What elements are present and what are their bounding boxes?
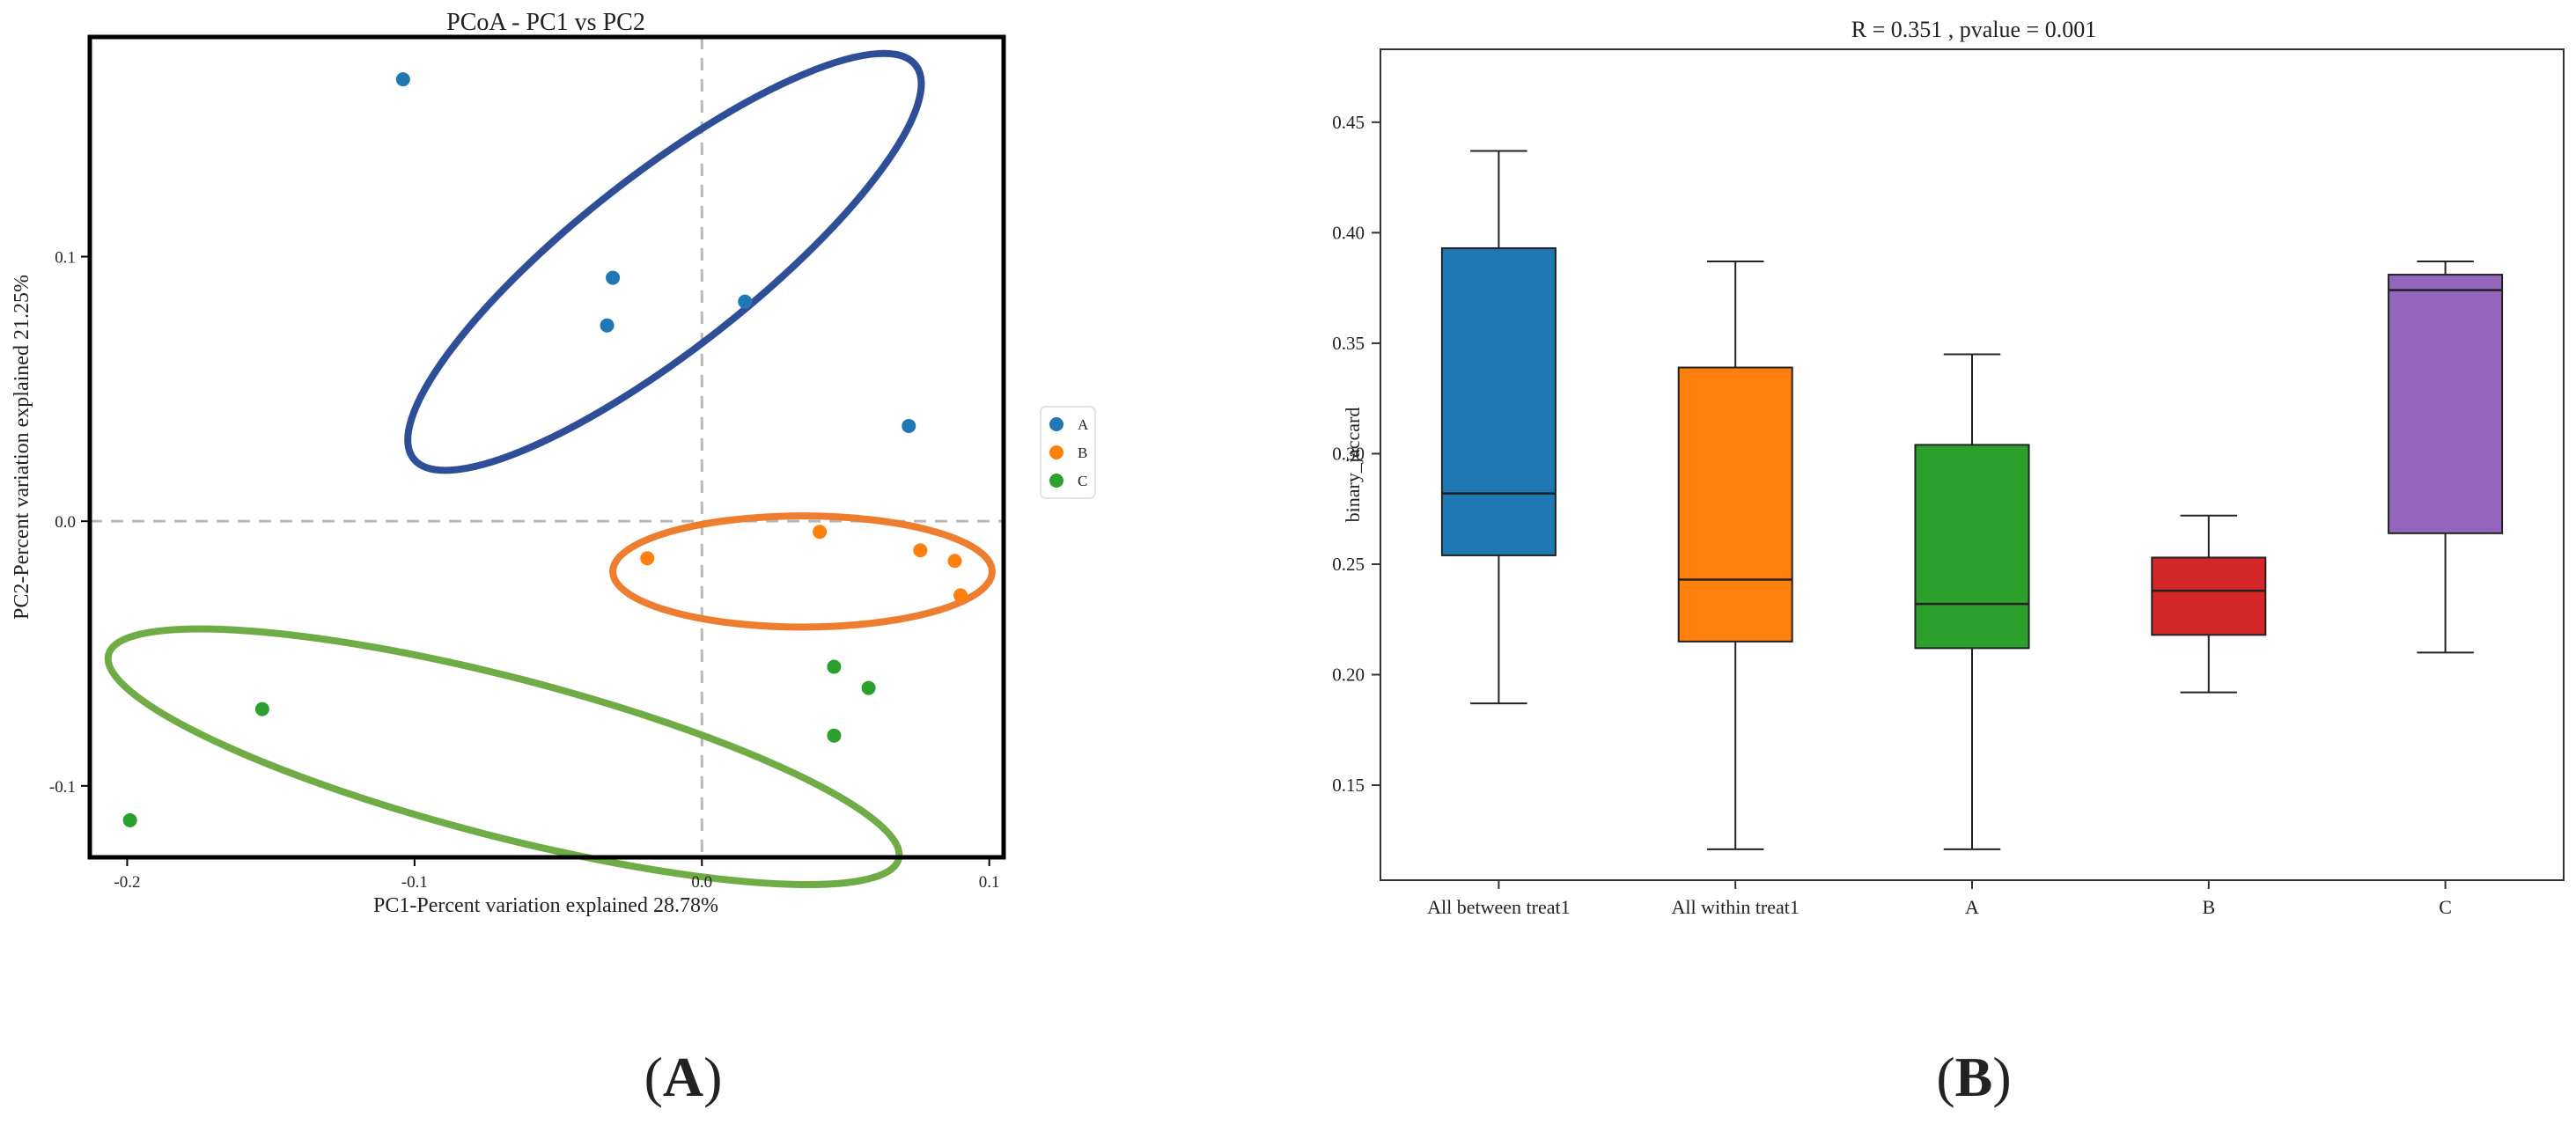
boxplot-title: R = 0.351 , pvalue = 0.001 <box>1851 17 2096 42</box>
panel-label-b: (B) <box>1936 1046 2011 1108</box>
boxplot-y-tick-label: 0.25 <box>1332 554 1365 575</box>
boxplot-x-ticks: All between treat1 All within treat1 A B C <box>1427 880 2452 918</box>
point-group-b-5 <box>953 588 968 603</box>
point-group-b-4 <box>947 554 962 569</box>
box-b <box>2151 514 2267 694</box>
panel-label-a-open: ( <box>644 1046 663 1108</box>
pcoa-title: PCoA - PC1 vs PC2 <box>446 9 645 36</box>
pcoa-y-tick-label: 0.0 <box>55 513 76 532</box>
pcoa-y-tick-label: 0.1 <box>55 249 76 268</box>
panel-label-b-close: ) <box>1992 1046 2011 1108</box>
pcoa-chart: PCoA - PC1 vs PC2 -0.2 -0.1 0.0 0.1 -0.1 0.0… <box>11 9 1096 917</box>
legend-marker-a <box>1049 417 1064 431</box>
point-group-a-3 <box>600 318 615 333</box>
pcoa-plot-frame <box>87 34 1006 860</box>
legend-label-c: C <box>1078 473 1087 489</box>
boxplot-y-tick-label: 0.30 <box>1332 443 1365 464</box>
boxplot-y-tick-label: 0.15 <box>1332 775 1365 796</box>
legend-label-a: A <box>1078 416 1089 433</box>
pcoa-legend: ABC <box>1040 406 1096 499</box>
panel-label-a-letter: A <box>663 1046 703 1108</box>
pcoa-reference-lines <box>90 37 1004 857</box>
point-group-a-2 <box>606 270 621 285</box>
boxplot-x-tick-label: C <box>2439 896 2452 918</box>
point-group-c-4 <box>861 680 876 695</box>
panel-label-b-letter: B <box>1955 1046 1993 1108</box>
panel-label-b-open: ( <box>1936 1046 1954 1108</box>
boxplot-boxes <box>1440 150 2504 850</box>
point-group-c-3 <box>827 659 842 674</box>
legend-label-b: B <box>1078 444 1087 461</box>
panel-label-a-close: ) <box>703 1046 722 1108</box>
boxplot-y-tick-label: 0.45 <box>1332 112 1365 133</box>
box-b-body <box>2151 556 2267 636</box>
point-group-b-1 <box>640 551 655 566</box>
point-group-a-5 <box>902 418 916 433</box>
box-all-within-treat1 <box>1677 261 1793 850</box>
boxplot-x-tick-label: All within treat1 <box>1671 896 1799 918</box>
boxplot-x-tick-label: All between treat1 <box>1427 896 1571 918</box>
ellipse-group-a <box>404 49 925 474</box>
boxplot-y-tick-label: 0.20 <box>1332 665 1365 686</box>
pcoa-x-axis-label: PC1-Percent variation explained 28.78% <box>373 894 718 917</box>
legend-marker-c <box>1049 474 1064 488</box>
box-a <box>1914 353 2030 850</box>
box-a-body <box>1914 444 2030 650</box>
pcoa-points <box>122 72 968 827</box>
pcoa-x-ticks: -0.2 -0.1 0.0 0.1 <box>114 857 1000 892</box>
box-c-body <box>2388 274 2504 534</box>
pcoa-x-tick-label: -0.2 <box>114 873 140 892</box>
boxplot-x-tick-label: A <box>1965 896 1979 918</box>
point-group-c-2 <box>254 702 269 716</box>
boxplot-y-tick-label: 0.40 <box>1332 222 1365 243</box>
boxplot-y-tick-label: 0.35 <box>1332 333 1365 354</box>
boxplot-y-axis-label: binary_jaccard <box>1342 408 1364 523</box>
boxplot-x-tick-label: B <box>2202 896 2215 918</box>
ellipse-group-c <box>104 625 903 888</box>
pcoa-x-tick-label: -0.1 <box>401 873 428 892</box>
point-group-b-2 <box>813 525 828 540</box>
panel-label-a: (A) <box>644 1046 723 1108</box>
point-group-c-5 <box>827 728 842 743</box>
box-all-between-treat1-body <box>1440 246 1557 556</box>
pcoa-ellipses <box>104 49 996 888</box>
pcoa-x-tick-label: 0.1 <box>979 873 1000 892</box>
point-group-a-1 <box>395 72 410 87</box>
point-group-c-1 <box>122 812 137 827</box>
pcoa-y-ticks: -0.1 0.0 0.1 <box>49 249 90 797</box>
pcoa-x-tick-label: 0.0 <box>691 873 712 892</box>
legend-marker-b <box>1049 445 1064 459</box>
pcoa-y-axis-label: PC2-Percent variation explained 21.25% <box>11 275 33 620</box>
ellipse-group-b <box>609 512 996 631</box>
box-c <box>2388 261 2504 654</box>
point-group-b-3 <box>913 543 928 558</box>
point-group-a-4 <box>738 294 753 309</box>
boxplot-chart: R = 0.351 , pvalue = 0.001 0.150.200.250… <box>1332 17 2565 918</box>
box-all-within-treat1-body <box>1677 366 1793 643</box>
boxplot-y-ticks: 0.15 0.20 0.25 0.30 0.35 0.40 0.45 <box>1332 112 1380 796</box>
box-all-between-treat1 <box>1440 150 1557 705</box>
pcoa-y-tick-label: -0.1 <box>49 778 76 797</box>
